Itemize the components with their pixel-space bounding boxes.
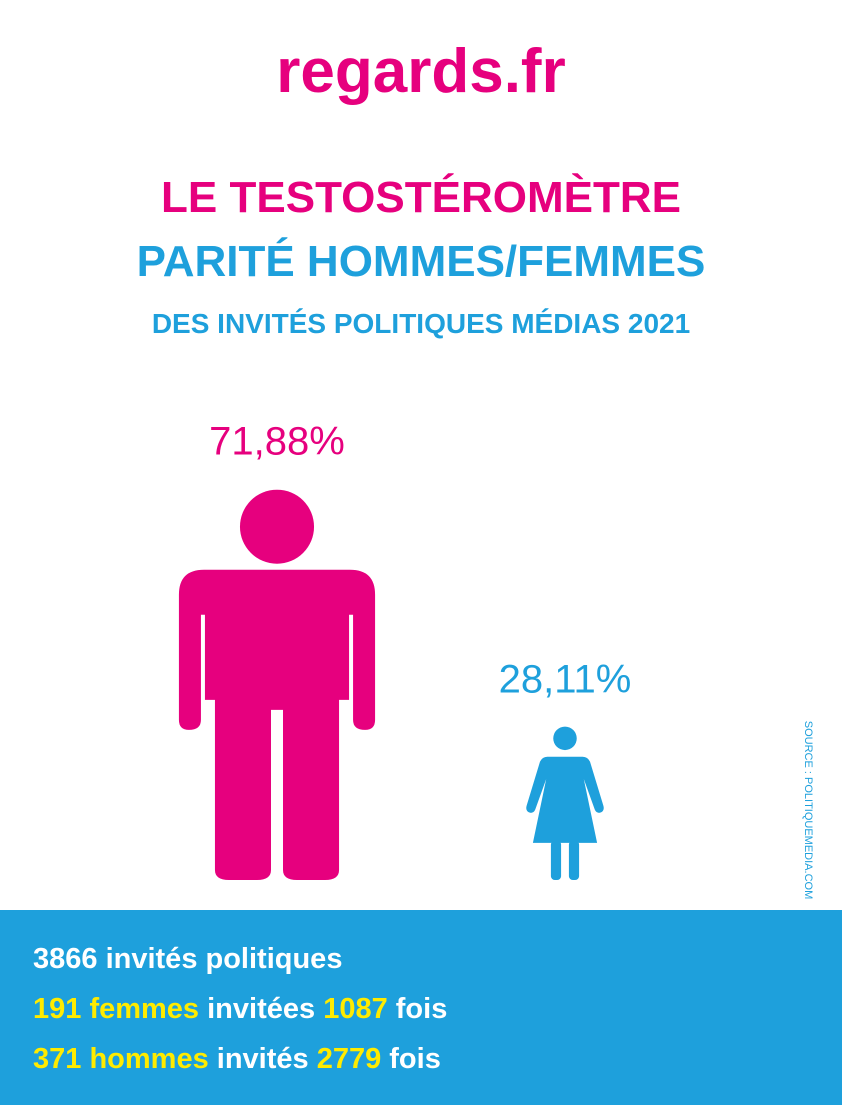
stats-text: 371 hommes [33, 1043, 209, 1075]
stats-line: 191 femmes invitées 1087 fois [33, 993, 447, 1025]
stats-text: invitées [199, 993, 323, 1025]
stats-text: fois [381, 1043, 441, 1075]
pictogram-woman [526, 726, 604, 880]
stats-text: 3866 invités politiques [33, 943, 342, 975]
title: PARITÉ HOMMES/FEMMES [137, 236, 706, 286]
icon-part [553, 726, 577, 751]
value-label: 28,11% [499, 657, 632, 701]
stats-text: 2779 [317, 1043, 382, 1075]
icon-part [568, 840, 580, 880]
stats-line: 371 hommes invités 2779 fois [33, 1043, 441, 1075]
stats-text: 191 femmes [33, 993, 199, 1025]
icon-part [239, 489, 315, 564]
logo: regards.fr [276, 37, 565, 106]
stats-line: 3866 invités politiques [33, 943, 342, 975]
pictogram-man [178, 489, 376, 880]
stats-band [0, 910, 842, 1105]
value-label: 71,88% [209, 420, 345, 464]
stats-text: fois [388, 993, 448, 1025]
icon-part [526, 756, 604, 843]
stats-text: 1087 [323, 993, 388, 1025]
icon-part [178, 569, 376, 880]
title: LE TESTOSTÉROMÈTRE [161, 172, 681, 222]
icon-part [550, 840, 562, 880]
subtitle: DES INVITÉS POLITIQUES MÉDIAS 2021 [152, 308, 690, 339]
source: SOURCE : POLITIQUEMEDIA.COM [802, 721, 814, 899]
stats-text: invités [209, 1043, 317, 1075]
